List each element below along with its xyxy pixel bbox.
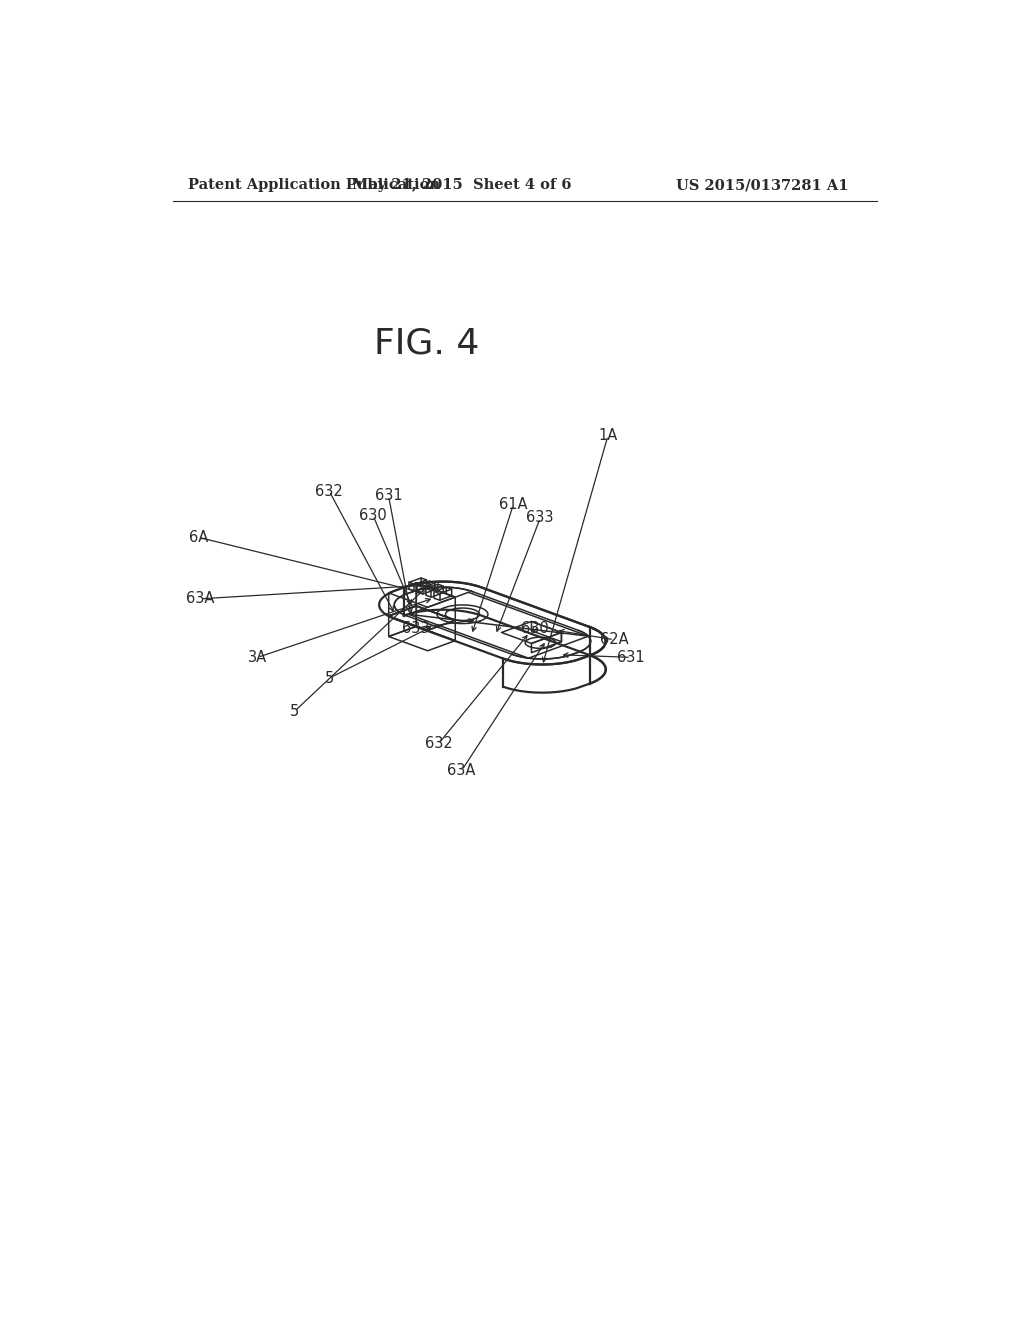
Text: 632: 632 (315, 483, 343, 499)
Text: May 21, 2015  Sheet 4 of 6: May 21, 2015 Sheet 4 of 6 (352, 178, 571, 193)
Text: 632: 632 (425, 737, 453, 751)
Text: 63A: 63A (447, 763, 476, 777)
Text: 1A: 1A (598, 428, 617, 444)
Text: 633: 633 (526, 511, 554, 525)
Text: 5: 5 (325, 671, 334, 685)
Text: US 2015/0137281 A1: US 2015/0137281 A1 (676, 178, 848, 193)
Text: 630: 630 (521, 620, 549, 636)
Text: FIG. 4: FIG. 4 (375, 326, 479, 360)
Text: 5: 5 (290, 704, 299, 719)
Text: 63A: 63A (185, 591, 214, 606)
Text: 633: 633 (401, 620, 429, 636)
Text: 62A: 62A (600, 632, 629, 647)
Text: 631: 631 (617, 649, 645, 665)
Text: 3A: 3A (248, 649, 267, 665)
Text: 61A: 61A (499, 498, 527, 512)
Text: Patent Application Publication: Patent Application Publication (188, 178, 440, 193)
Text: 6A: 6A (188, 529, 208, 545)
Text: 631: 631 (375, 488, 402, 503)
Text: 630: 630 (359, 508, 387, 523)
